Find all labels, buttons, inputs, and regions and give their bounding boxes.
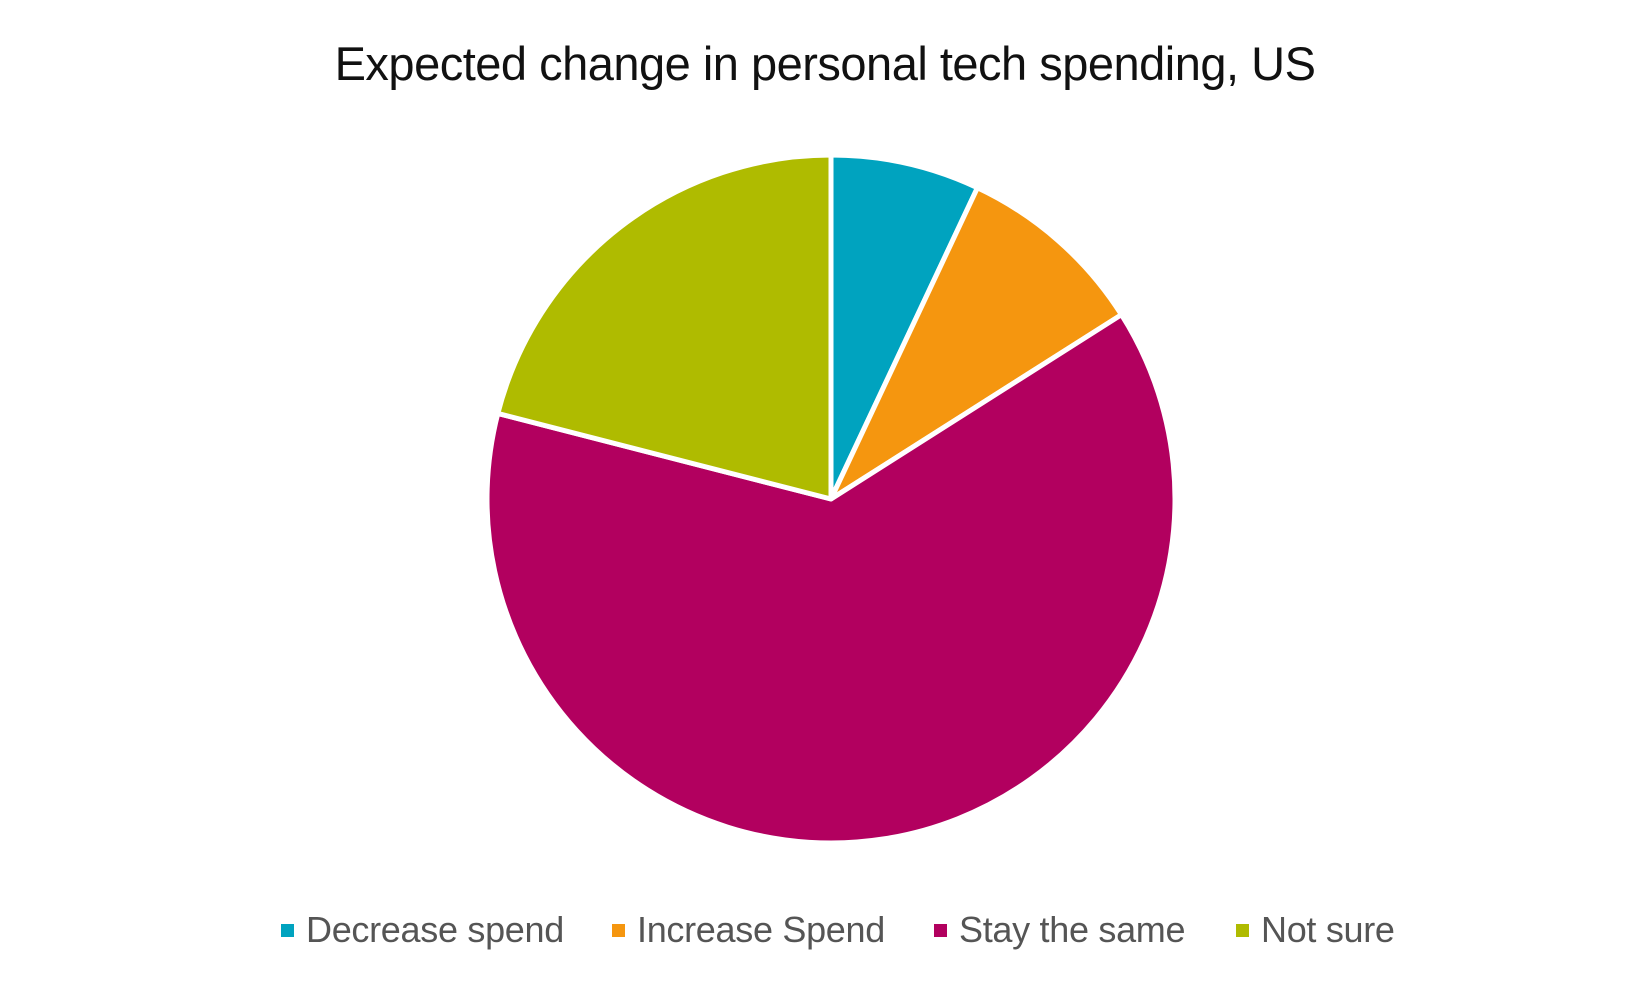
legend-swatch-decrease-spend (281, 923, 294, 937)
pie-slice-not-sure (495, 152, 834, 502)
legend-label-stay-the-same: Stay the same (959, 909, 1186, 950)
legend-item-stay-the-same: Stay the same (934, 900, 1186, 960)
legend-label-increase-spend: Increase Spend (637, 909, 885, 950)
legend-swatch-not-sure (1236, 923, 1249, 937)
legend-item-decrease-spend: Decrease spend (281, 900, 564, 960)
legend-item-increase-spend: Increase Spend (612, 900, 885, 960)
legend: Decrease spend Increase Spend Stay the s… (0, 900, 1650, 960)
chart-title: Expected change in personal tech spendin… (334, 37, 1316, 90)
pie-slice-stay-the-same (484, 312, 1178, 846)
legend-label-not-sure: Not sure (1261, 909, 1395, 950)
legend-item-not-sure: Not sure (1236, 900, 1395, 960)
legend-swatch-increase-spend (612, 923, 625, 937)
pie-slice-increase-spend (828, 185, 1124, 502)
pie-chart (484, 152, 1178, 846)
legend-label-decrease-spend: Decrease spend (306, 909, 564, 950)
legend-swatch-stay-the-same (934, 923, 947, 937)
pie-slice-decrease-spend (828, 152, 980, 502)
